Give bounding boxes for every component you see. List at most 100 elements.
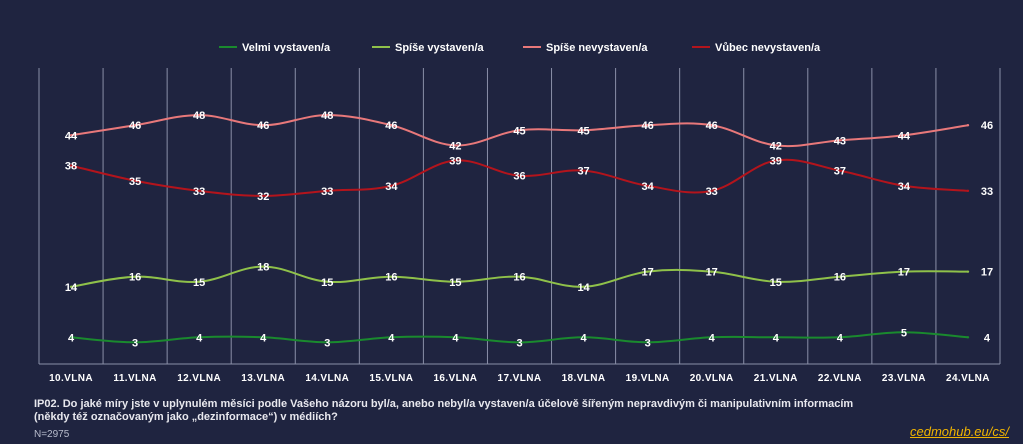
data-label: 4	[773, 332, 780, 344]
data-point	[902, 134, 906, 137]
data-point	[326, 341, 329, 344]
x-tick-label: 24.VLNA	[946, 373, 990, 384]
data-label: 14	[65, 282, 78, 294]
data-point	[838, 336, 842, 339]
data-point	[326, 189, 329, 193]
data-label: 37	[577, 166, 589, 178]
data-point	[454, 336, 457, 339]
legend-item: Spíše nevystaven/a	[523, 42, 648, 54]
x-tick-label: 17.VLNA	[498, 373, 542, 384]
legend-label: Vůbec nevystaven/a	[715, 42, 821, 54]
data-label: 4	[984, 332, 991, 344]
legend-label: Spíše nevystaven/a	[546, 42, 648, 54]
data-label: 46	[706, 120, 718, 132]
data-point	[966, 270, 970, 273]
legend: Velmi vystaven/a Spíše vystaven/a Spíše ne…	[219, 42, 821, 54]
x-axis-ticks: 10.VLNA 11.VLNA 12.VLNA 13.VLNA 14.VLNA 15.VL…	[49, 373, 990, 384]
data-point	[710, 124, 713, 127]
data-point	[69, 134, 73, 137]
data-point	[646, 124, 649, 127]
data-label: 17	[898, 267, 910, 279]
data-point	[646, 341, 649, 344]
data-label: 4	[260, 332, 267, 344]
data-point	[262, 194, 265, 198]
data-label: 44	[898, 130, 911, 142]
legend-item: Velmi vystaven/a	[219, 42, 331, 54]
data-label: 36	[513, 171, 525, 183]
source-link[interactable]: cedmohub.eu/cs/	[909, 424, 1009, 439]
data-point	[133, 341, 137, 344]
data-label: 15	[193, 277, 205, 289]
data-point	[197, 336, 201, 339]
data-label: 45	[513, 125, 525, 137]
data-label: 35	[129, 176, 141, 188]
x-tick-label: 13.VLNA	[241, 373, 285, 384]
data-point	[710, 270, 713, 273]
data-label: 16	[385, 272, 397, 284]
data-point	[966, 336, 970, 339]
data-point	[582, 285, 585, 288]
data-point	[710, 189, 713, 193]
data-label: 14	[577, 282, 590, 294]
data-label: 3	[645, 337, 651, 349]
legend-label: Velmi vystaven/a	[242, 42, 331, 54]
series-lines	[69, 113, 970, 344]
data-label: 15	[449, 277, 461, 289]
data-point	[774, 159, 777, 162]
x-tick-label: 11.VLNA	[113, 373, 156, 384]
data-label: 4	[581, 332, 588, 344]
data-label: 3	[132, 337, 138, 349]
data-point	[838, 169, 842, 172]
data-point	[390, 124, 393, 127]
legend-label: Spíše vystaven/a	[395, 42, 485, 54]
x-tick-label: 14.VLNA	[305, 373, 349, 384]
x-tick-label: 18.VLNA	[562, 373, 606, 384]
data-label: 4	[709, 332, 716, 344]
data-point	[518, 275, 521, 278]
data-point	[902, 331, 906, 334]
x-tick-label: 21.VLNA	[754, 373, 798, 384]
data-label: 5	[901, 327, 907, 339]
data-label: 39	[770, 156, 782, 168]
data-point	[262, 265, 265, 268]
legend-item: Vůbec nevystaven/a	[692, 42, 821, 54]
data-label: 38	[65, 161, 77, 173]
data-point	[390, 336, 393, 339]
data-label: 33	[193, 186, 205, 198]
data-point	[454, 144, 457, 147]
x-tick-label: 16.VLNA	[433, 373, 477, 384]
data-point	[838, 139, 842, 142]
data-label: 37	[834, 166, 846, 178]
data-point	[390, 184, 393, 187]
data-label: 39	[449, 156, 461, 168]
data-label: 46	[385, 120, 397, 132]
data-point	[646, 184, 649, 187]
data-label: 16	[129, 272, 141, 284]
data-point	[518, 129, 521, 132]
data-point	[133, 124, 137, 127]
data-label: 46	[257, 120, 269, 132]
x-tick-label: 19.VLNA	[626, 373, 670, 384]
data-label: 16	[834, 272, 846, 284]
data-label: 4	[388, 332, 395, 344]
legend-item: Spíše vystaven/a	[372, 42, 485, 54]
data-point	[518, 341, 521, 344]
data-point	[838, 275, 842, 278]
data-label: 16	[513, 272, 525, 284]
data-label: 48	[321, 110, 333, 122]
data-point	[774, 280, 777, 283]
survey-question-line-1: IP02. Do jaké míry jste v uplynulém měsí…	[34, 398, 854, 410]
data-point	[197, 280, 201, 283]
data-point	[518, 174, 521, 177]
data-point	[902, 184, 906, 187]
x-tick-label: 12.VLNA	[177, 373, 221, 384]
data-point	[133, 275, 137, 278]
line-chart: Velmi vystaven/a Spíše vystaven/a Spíše ne…	[38, 42, 1001, 384]
data-point	[454, 280, 457, 283]
data-point	[69, 285, 73, 288]
data-point	[966, 189, 970, 193]
data-point	[262, 336, 265, 339]
survey-question: IP02. Do jaké míry jste v uplynulém měsí…	[34, 398, 914, 424]
data-point	[582, 129, 585, 132]
